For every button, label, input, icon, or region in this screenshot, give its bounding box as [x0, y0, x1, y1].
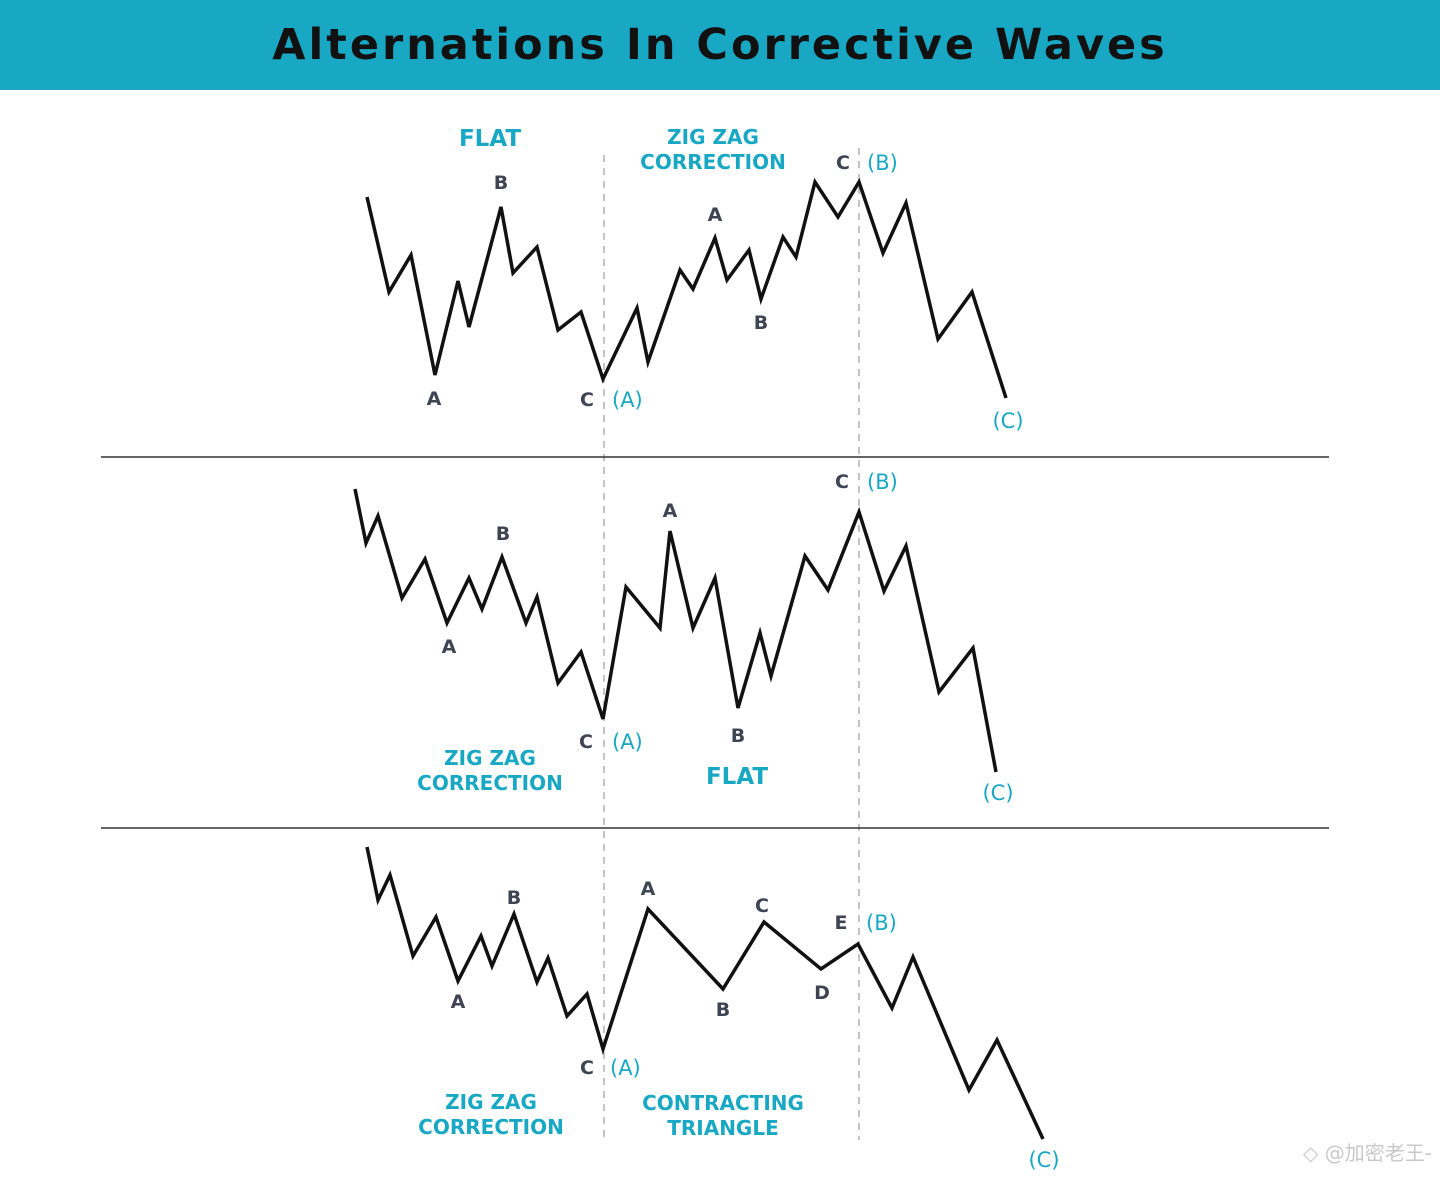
degree-label-a: (A) [612, 730, 643, 754]
panel3-right-title-line1: CONTRACTING [642, 1091, 804, 1115]
wave-label-c: C [580, 1057, 594, 1079]
degree-label-b: (B) [866, 911, 897, 935]
panel3-left-title-line2: CORRECTION [418, 1115, 564, 1139]
wave-label-a: A [663, 500, 678, 522]
degree-label-c: (C) [982, 781, 1013, 805]
degree-label-a: (A) [610, 1056, 641, 1080]
wave-label-c: C [836, 152, 850, 174]
panel3-right-title-line2: TRIANGLE [667, 1116, 779, 1140]
title-banner: Alternations In Corrective Waves [0, 0, 1440, 90]
triangle-label-c: C [755, 895, 769, 917]
panel1-right-title-line2: CORRECTION [640, 150, 786, 174]
triangle-label-a: A [641, 878, 656, 900]
degree-label-b: (B) [867, 151, 898, 175]
panel2-right-title: FLAT [706, 764, 768, 790]
watermark: ◇ @加密老王- [1303, 1137, 1432, 1166]
panel3-left-title-line1: ZIG ZAG [445, 1090, 537, 1114]
panel2-left-title-line1: ZIG ZAG [444, 746, 536, 770]
triangle-label-d: D [814, 982, 830, 1004]
wave-line-panel1 [365, 177, 1008, 399]
degree-label-b: (B) [867, 470, 898, 494]
panel2-left-title-line2: CORRECTION [417, 771, 563, 795]
triangle-label-b: B [716, 999, 730, 1021]
wave-label-a: A [442, 636, 457, 658]
wave-label-c: C [580, 389, 594, 411]
wave-label-b: B [731, 725, 745, 747]
page-title: Alternations In Corrective Waves [272, 20, 1168, 70]
watermark-logo-icon: ◇ [1303, 1141, 1319, 1165]
wave-label-a: A [451, 991, 466, 1013]
degree-label-a: (A) [612, 388, 643, 412]
wave-label-b: B [496, 523, 510, 545]
wave-label-c: C [579, 731, 593, 753]
wave-label-b: B [754, 312, 768, 334]
wave-label-b: B [494, 172, 508, 194]
wave-label-b: B [507, 887, 521, 909]
watermark-text: @加密老王- [1324, 1141, 1432, 1165]
degree-label-c: (C) [992, 409, 1023, 433]
degree-label-c: (C) [1028, 1148, 1059, 1172]
panel1-left-title: FLAT [459, 126, 521, 152]
wave-label-c: C [835, 471, 849, 493]
wave-label-a: A [708, 204, 723, 226]
wave-line-panel2 [353, 488, 998, 773]
wave-line-panel3 [365, 846, 1045, 1140]
panel1-right-title-line1: ZIG ZAG [667, 125, 759, 149]
wave-label-a: A [427, 388, 442, 410]
triangle-label-e: E [835, 912, 848, 934]
